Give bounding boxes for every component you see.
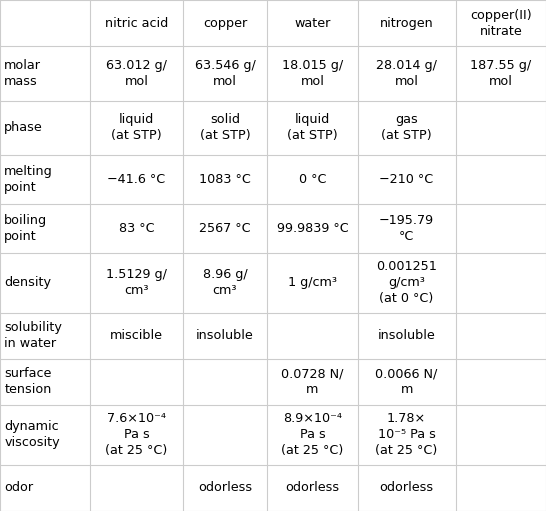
- Text: surface
tension: surface tension: [4, 367, 52, 397]
- Text: 83 °C: 83 °C: [118, 222, 155, 235]
- Text: 28.014 g/
mol: 28.014 g/ mol: [376, 59, 437, 88]
- Text: odorless: odorless: [286, 481, 340, 495]
- Text: 8.9×10⁻⁴
Pa s
(at 25 °C): 8.9×10⁻⁴ Pa s (at 25 °C): [281, 412, 343, 457]
- Text: gas
(at STP): gas (at STP): [381, 113, 432, 142]
- Text: 1083 °C: 1083 °C: [199, 173, 251, 186]
- Text: 0.0728 N/
m: 0.0728 N/ m: [281, 367, 343, 397]
- Text: 99.9839 °C: 99.9839 °C: [276, 222, 348, 235]
- Text: 0.001251
g/cm³
(at 0 °C): 0.001251 g/cm³ (at 0 °C): [376, 260, 437, 305]
- Text: 18.015 g/
mol: 18.015 g/ mol: [282, 59, 343, 88]
- Text: 7.6×10⁻⁴
Pa s
(at 25 °C): 7.6×10⁻⁴ Pa s (at 25 °C): [105, 412, 168, 457]
- Text: 0 °C: 0 °C: [299, 173, 326, 186]
- Text: solubility
in water: solubility in water: [4, 321, 62, 350]
- Text: insoluble: insoluble: [378, 329, 436, 342]
- Text: 0.0066 N/
m: 0.0066 N/ m: [376, 367, 438, 397]
- Text: copper: copper: [203, 16, 247, 30]
- Text: 63.012 g/
mol: 63.012 g/ mol: [106, 59, 167, 88]
- Text: −41.6 °C: −41.6 °C: [108, 173, 165, 186]
- Text: phase: phase: [4, 121, 43, 134]
- Text: liquid
(at STP): liquid (at STP): [287, 113, 337, 142]
- Text: 8.96 g/
cm³: 8.96 g/ cm³: [203, 268, 247, 297]
- Text: −210 °C: −210 °C: [379, 173, 434, 186]
- Text: 1.78×
10⁻⁵ Pa s
(at 25 °C): 1.78× 10⁻⁵ Pa s (at 25 °C): [376, 412, 438, 457]
- Text: 1.5129 g/
cm³: 1.5129 g/ cm³: [106, 268, 167, 297]
- Text: 1 g/cm³: 1 g/cm³: [288, 276, 337, 289]
- Text: nitric acid: nitric acid: [105, 16, 168, 30]
- Text: odorless: odorless: [198, 481, 252, 495]
- Text: 187.55 g/
mol: 187.55 g/ mol: [470, 59, 531, 88]
- Text: insoluble: insoluble: [196, 329, 254, 342]
- Text: liquid
(at STP): liquid (at STP): [111, 113, 162, 142]
- Text: 2567 °C: 2567 °C: [199, 222, 251, 235]
- Text: solid
(at STP): solid (at STP): [199, 113, 250, 142]
- Text: odor: odor: [4, 481, 33, 495]
- Text: −195.79
°C: −195.79 °C: [379, 214, 434, 243]
- Text: boiling
point: boiling point: [4, 214, 48, 243]
- Text: water: water: [294, 16, 330, 30]
- Text: 63.546 g/
mol: 63.546 g/ mol: [194, 59, 255, 88]
- Text: density: density: [4, 276, 51, 289]
- Text: dynamic
viscosity: dynamic viscosity: [4, 421, 60, 449]
- Text: molar
mass: molar mass: [4, 59, 41, 88]
- Text: miscible: miscible: [110, 329, 163, 342]
- Text: nitrogen: nitrogen: [379, 16, 434, 30]
- Text: odorless: odorless: [379, 481, 434, 495]
- Text: melting
point: melting point: [4, 165, 53, 194]
- Text: copper(II)
nitrate: copper(II) nitrate: [470, 9, 532, 38]
